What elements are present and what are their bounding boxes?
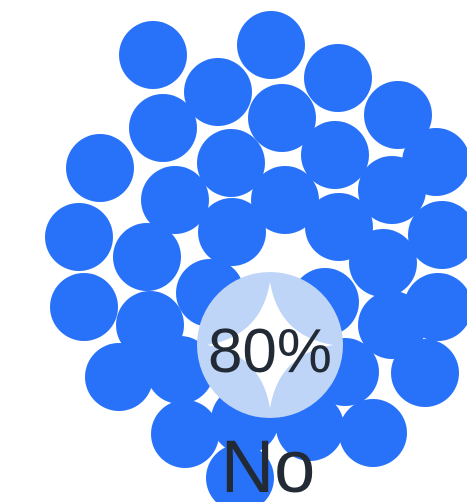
bubble <box>197 129 265 197</box>
bubble <box>151 400 219 468</box>
bubble <box>146 336 214 404</box>
sparkle-star-icon <box>207 282 333 408</box>
bubble <box>141 166 209 234</box>
bubble <box>119 21 187 89</box>
bubble <box>45 203 113 271</box>
bubble <box>198 198 266 266</box>
bubble <box>304 44 372 112</box>
bubble <box>248 84 316 152</box>
percent-label: 80% <box>208 317 332 386</box>
bubble <box>206 444 274 502</box>
highlight-group <box>197 272 343 418</box>
bubble <box>251 166 319 234</box>
bubble <box>50 273 118 341</box>
bubble <box>408 201 467 269</box>
bubble <box>339 399 407 467</box>
bubble <box>349 229 417 297</box>
bubble <box>66 134 134 202</box>
bubble <box>85 343 153 411</box>
bubble <box>358 156 426 224</box>
bubble <box>237 11 305 79</box>
bubble <box>301 121 369 189</box>
bubble <box>113 223 181 291</box>
bubble <box>129 94 197 162</box>
bubble <box>404 273 467 341</box>
bubble <box>184 58 252 126</box>
bubble <box>391 339 459 407</box>
bubble <box>364 81 432 149</box>
category-label: No <box>221 425 316 502</box>
